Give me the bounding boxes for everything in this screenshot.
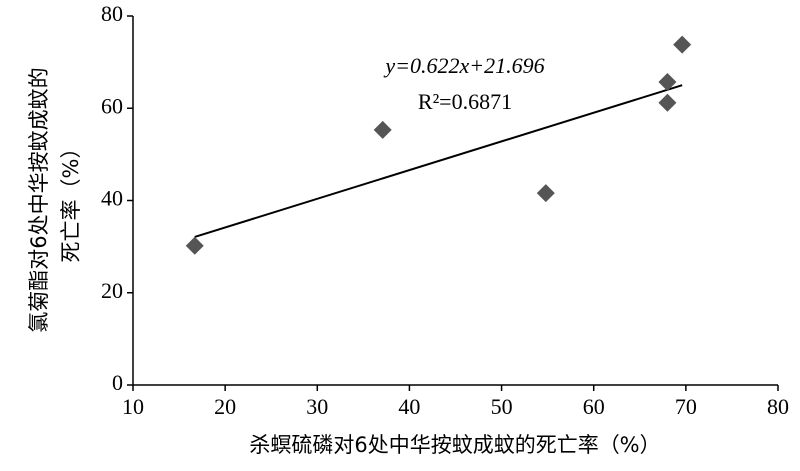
point — [185, 236, 204, 255]
y-tick-label: 0 — [112, 370, 123, 395]
x-tick-label: 50 — [491, 394, 513, 419]
point — [658, 72, 677, 91]
y-tick-label: 60 — [101, 93, 123, 118]
x-tick-label: 70 — [675, 394, 697, 419]
x-tick-label: 60 — [583, 394, 605, 419]
y-axis-label: 死亡率（%） — [59, 138, 83, 263]
x-tick-label: 30 — [306, 394, 328, 419]
r-squared: R²=0.6871 — [418, 89, 512, 114]
y-tick-label: 20 — [101, 278, 123, 303]
x-tick-label: 20 — [214, 394, 236, 419]
equation: y=0.622x+21.696 — [383, 53, 544, 78]
point — [373, 120, 392, 139]
x-tick-label: 40 — [398, 394, 420, 419]
point — [673, 35, 692, 54]
point — [536, 184, 555, 203]
x-tick-label: 80 — [767, 394, 789, 419]
x-tick-label: 10 — [122, 394, 144, 419]
point — [658, 93, 677, 112]
x-axis-label: 杀螟硫磷对6处中华按蚊成蚊的死亡率（%） — [249, 433, 660, 457]
y-axis-label: 氯菊酯对6处中华按蚊成蚊的 — [27, 67, 51, 332]
y-tick-label: 40 — [101, 186, 123, 211]
trendline — [194, 84, 683, 238]
y-tick-label: 80 — [101, 1, 123, 26]
